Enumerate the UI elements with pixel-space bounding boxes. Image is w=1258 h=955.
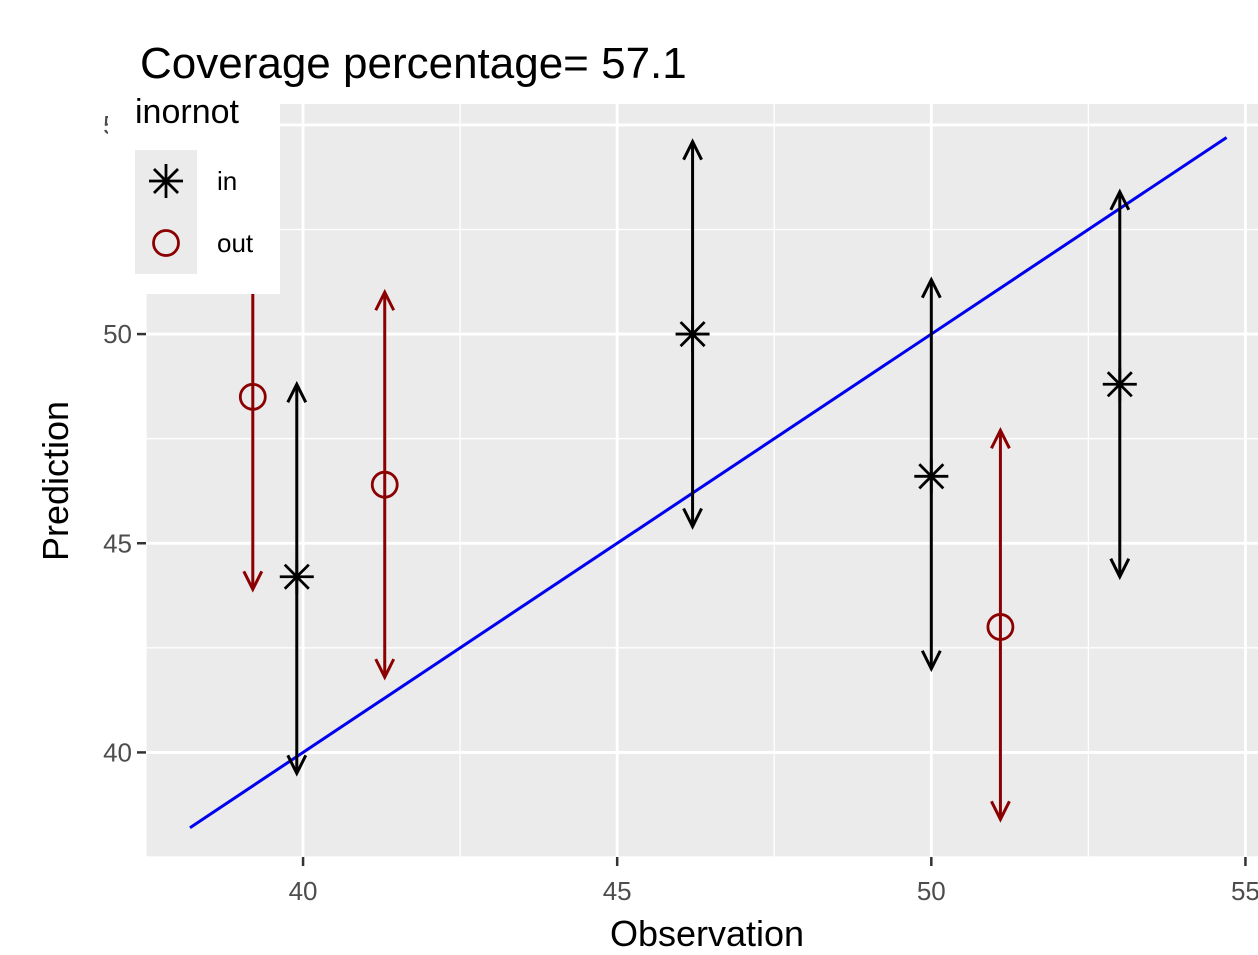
legend-key-out-symbol: [152, 229, 180, 257]
y-tick-label: 45: [103, 528, 132, 558]
legend-label-in: in: [217, 166, 237, 196]
x-axis: 40 45 50 55: [289, 857, 1258, 906]
x-tick-label: 45: [603, 876, 632, 906]
x-tick-label: 50: [917, 876, 946, 906]
reference-line: [189, 136, 1228, 829]
plot-panel: [146, 104, 1258, 857]
y-tick-label: 50: [103, 319, 132, 349]
interval-3: [374, 288, 396, 681]
chart-title: Coverage percentage= 57.1: [140, 39, 687, 88]
point-in-7: [1102, 367, 1137, 402]
x-tick-label: 40: [289, 876, 318, 906]
point-in-4: [675, 317, 710, 352]
legend: inornot in out: [108, 90, 280, 294]
point-in-5: [914, 459, 949, 494]
legend-title: inornot: [135, 93, 240, 131]
legend-key-out: [135, 212, 197, 274]
legend-label-out: out: [217, 228, 254, 258]
interval-6: [990, 426, 1011, 823]
point-out-1: [238, 382, 267, 411]
data-points: [238, 317, 1137, 641]
y-tick-label: 40: [103, 737, 132, 767]
legend-key-in-symbol: [149, 164, 183, 198]
point-in-2: [279, 559, 314, 594]
point-out-6: [986, 613, 1015, 641]
point-out-3: [370, 470, 399, 499]
x-tick-label: 55: [1231, 876, 1258, 906]
y-axis-title: Prediction: [35, 401, 76, 561]
reference-line-y-equals-x: [189, 136, 1228, 829]
x-axis-title: Observation: [610, 913, 804, 954]
grid-major: [146, 104, 1258, 857]
